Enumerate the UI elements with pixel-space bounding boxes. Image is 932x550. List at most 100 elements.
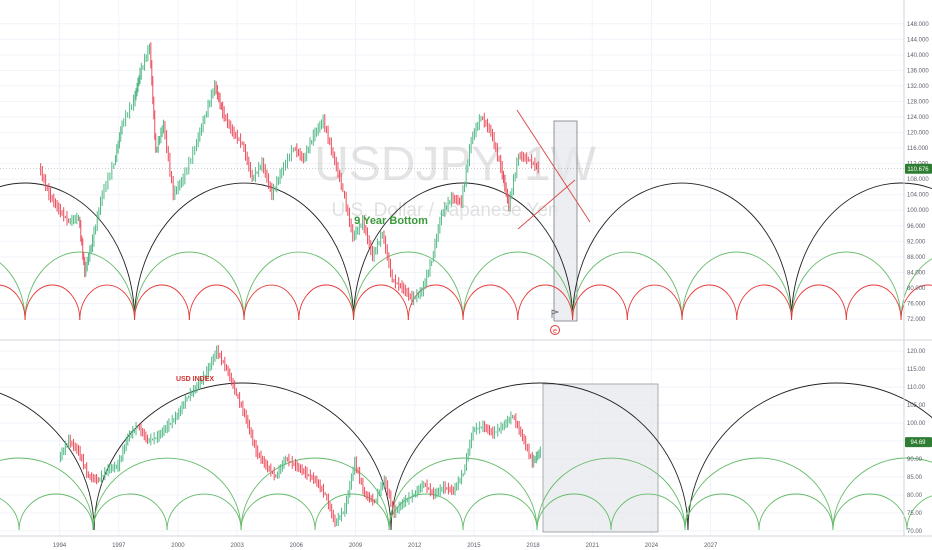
short-cycle-arc [240, 493, 316, 531]
mid-cycle-arc [832, 457, 932, 531]
usd-index-price-value: 94.69 [910, 440, 926, 446]
mid-cycle-arc [681, 251, 792, 321]
bottom-cycle-arcs [0, 382, 932, 531]
usdjpy-price-badge: 110.676 [0, 163, 932, 174]
y-tick-label: 124.000 [907, 115, 929, 121]
long-cycle-arc [687, 382, 932, 531]
short-cycle-arc [684, 493, 760, 531]
y-tick-label: 80.000 [907, 286, 926, 292]
y-tick-label: 75.00 [907, 511, 923, 517]
short-cycle-arc [92, 493, 168, 531]
mid-cycle-arc [462, 251, 573, 321]
short-cycle-arc [791, 284, 847, 321]
long-cycle-arc [572, 182, 792, 321]
highlight-box-bottom [542, 383, 659, 533]
y-tick-label: 100.000 [907, 208, 929, 214]
short-cycle-arc [536, 493, 612, 531]
y-tick-label: 100.00 [907, 421, 926, 427]
x-tick-label: 2027 [704, 543, 718, 549]
short-cycle-arc [681, 284, 738, 321]
long-cycle-arc [0, 182, 136, 321]
short-cycle-arc [24, 284, 81, 321]
bottom-grid [0, 350, 904, 532]
x-tick-label: 2012 [408, 543, 422, 549]
flag-icon [551, 309, 560, 318]
trend-line-down [516, 109, 591, 223]
long-cycle-arc [390, 382, 689, 531]
short-cycle-arc [388, 493, 464, 531]
trend-line-up [517, 179, 576, 230]
short-cycle-arc [353, 284, 409, 321]
y-tick-label: 85.00 [907, 475, 923, 481]
long-cycle-arc [353, 182, 573, 321]
x-tick-label: 1994 [53, 543, 67, 549]
short-cycle-arc [610, 493, 686, 531]
short-cycle-arc [517, 284, 573, 321]
long-cycle-arc [0, 393, 95, 531]
long-cycle-arc [791, 182, 932, 321]
top-price-axis[interactable]: 148.000 144.000 140.000 136.000 132.000 128.0… [907, 22, 929, 323]
short-cycle-arc [314, 493, 390, 531]
mid-cycle-arc [900, 258, 932, 321]
y-tick-label: 80.00 [907, 493, 923, 499]
mid-cycle-arc [134, 251, 245, 321]
nine-year-bottom-label: 9 Year Bottom [354, 215, 428, 227]
mid-cycle-arc [240, 457, 390, 531]
y-tick-label: 120.000 [907, 131, 929, 137]
mid-cycle-arc [572, 251, 683, 321]
x-tick-label: 2000 [171, 543, 185, 549]
y-tick-label: 96.000 [907, 224, 926, 230]
short-cycle-arc [845, 284, 902, 321]
mid-cycle-arc [791, 251, 902, 321]
y-tick-label: 140.000 [907, 53, 929, 59]
y-tick-label: 72.000 [907, 317, 926, 323]
x-tick-label: 2015 [467, 543, 481, 549]
short-cycle-arc [626, 284, 683, 321]
short-cycle-arc [243, 284, 300, 321]
event-marker-glyph: e [553, 328, 557, 335]
y-tick-label: 90.00 [907, 457, 923, 463]
short-cycle-arc [166, 493, 242, 531]
y-tick-label: 105.00 [907, 403, 926, 409]
y-tick-label: 116.000 [907, 146, 929, 152]
mid-cycle-arc [92, 457, 242, 531]
x-tick-label: 1997 [112, 543, 126, 549]
short-cycle-arc [736, 284, 792, 321]
short-cycle-arc [462, 493, 538, 531]
y-tick-label: 110.00 [907, 385, 926, 391]
highlight-box-top [553, 120, 578, 322]
short-cycle-arc [134, 284, 190, 321]
short-cycle-arc [298, 284, 354, 321]
time-axis[interactable]: 1994 1997 2000 2003 2006 2009 2012 2015 2018 2021… [53, 543, 718, 549]
y-tick-label: 148.000 [907, 22, 929, 28]
short-cycle-arc [0, 498, 20, 531]
usdjpy-price-value: 110.676 [907, 167, 929, 173]
short-cycle-arc [832, 493, 908, 531]
mid-cycle-arc [0, 262, 26, 321]
short-cycle-arc [758, 493, 834, 531]
y-tick-label: 132.000 [907, 84, 929, 90]
y-tick-label: 76.000 [907, 301, 926, 307]
short-cycle-arc [79, 284, 136, 321]
short-cycle-arc [906, 495, 932, 531]
short-cycle-arc [572, 284, 628, 321]
long-cycle-arc [134, 182, 354, 321]
y-tick-label: 108.000 [907, 177, 929, 183]
y-tick-label: 120.00 [907, 349, 926, 355]
mid-cycle-arc [536, 457, 686, 531]
event-marker-icon[interactable] [550, 325, 560, 335]
y-tick-label: 92.000 [907, 239, 926, 245]
top-grid [0, 0, 904, 536]
x-tick-label: 2009 [349, 543, 363, 549]
x-tick-label: 2003 [230, 543, 244, 549]
y-tick-label: 84.000 [907, 270, 926, 276]
y-tick-label: 128.000 [907, 99, 929, 105]
mid-cycle-arc [684, 457, 834, 531]
y-tick-label: 115.00 [907, 367, 926, 373]
x-tick-label: 2024 [645, 543, 659, 549]
mid-cycle-arc [24, 251, 136, 321]
x-tick-label: 2021 [586, 543, 600, 549]
y-tick-label: 70.00 [907, 529, 923, 535]
x-tick-label: 2018 [526, 543, 540, 549]
